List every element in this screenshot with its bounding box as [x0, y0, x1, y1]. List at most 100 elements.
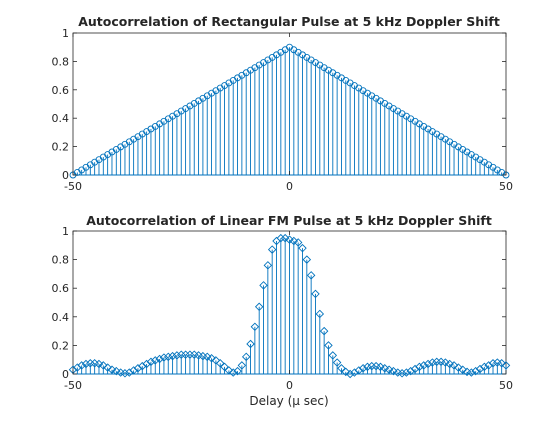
data-point-marker	[289, 236, 299, 246]
x-axis-label: Delay (μ sec)	[249, 394, 328, 408]
data-point-marker	[133, 364, 143, 373]
data-point-marker	[155, 354, 164, 364]
data-point-marker	[454, 363, 463, 372]
data-point-marker	[497, 359, 506, 368]
data-point-marker	[237, 361, 247, 370]
axes-rectangular-pulse: Autocorrelation of Rectangular Pulse at …	[52, 14, 514, 193]
data-point-marker	[138, 361, 147, 371]
data-point-marker	[77, 361, 86, 370]
x-tick-label: -50	[64, 379, 82, 392]
y-tick-label: 0.2	[52, 141, 70, 154]
data-point-marker	[164, 352, 173, 362]
y-tick-label: 0	[62, 368, 69, 381]
data-point-marker	[328, 351, 338, 360]
data-point-marker	[384, 365, 394, 374]
data-point-marker	[475, 364, 485, 374]
data-point-marker	[172, 351, 182, 360]
data-point-marker	[81, 359, 91, 369]
data-point-marker	[207, 354, 216, 363]
data-point-marker	[380, 364, 389, 373]
data-point-marker	[125, 368, 134, 377]
data-point-marker	[142, 359, 151, 369]
data-point-marker	[350, 368, 359, 377]
data-point-marker	[151, 356, 160, 365]
stem-lines	[76, 47, 503, 175]
data-point-marker	[341, 367, 351, 377]
data-point-marker	[428, 358, 437, 367]
data-point-marker	[211, 356, 221, 365]
data-point-marker	[319, 326, 329, 336]
data-point-marker	[376, 362, 385, 372]
data-point-marker	[306, 271, 316, 280]
x-tick-label: 50	[499, 180, 513, 193]
plot-title: Autocorrelation of Linear FM Pulse at 5 …	[86, 213, 492, 228]
data-point-marker	[332, 358, 342, 367]
data-point-marker	[112, 366, 121, 376]
data-point-marker	[423, 359, 433, 369]
data-point-marker	[250, 322, 260, 332]
data-point-marker	[159, 353, 169, 362]
axes-linear-fm-pulse: Autocorrelation of Linear FM Pulse at 5 …	[52, 213, 514, 408]
data-point-marker	[389, 366, 398, 376]
data-point-marker	[285, 235, 294, 244]
data-point-marker	[254, 302, 264, 312]
data-point-marker	[263, 261, 273, 270]
x-tick-label: 50	[499, 379, 513, 392]
data-point-marker	[324, 341, 333, 350]
data-point-marker	[501, 361, 511, 370]
data-point-marker	[120, 369, 130, 378]
data-point-marker	[410, 364, 420, 374]
data-point-marker	[458, 365, 467, 374]
data-point-marker	[415, 362, 424, 372]
data-point-marker	[345, 369, 355, 379]
data-point-marker	[146, 357, 156, 367]
data-point-marker	[315, 309, 325, 319]
data-point-marker	[480, 362, 489, 372]
data-point-marker	[445, 359, 454, 369]
y-tick-label: 0	[62, 169, 69, 182]
data-point-marker	[419, 361, 428, 370]
data-point-marker	[484, 361, 493, 370]
data-point-marker	[168, 351, 177, 361]
data-point-marker	[241, 352, 251, 362]
data-point-marker	[73, 363, 82, 372]
data-point-marker	[467, 368, 476, 377]
data-point-marker	[363, 362, 372, 372]
data-point-marker	[259, 281, 268, 290]
stem-lines	[72, 238, 507, 374]
data-point-marker	[311, 289, 320, 299]
data-point-marker	[228, 368, 238, 377]
data-point-marker	[215, 359, 225, 368]
data-point-marker	[449, 361, 459, 370]
data-point-marker	[488, 359, 498, 368]
stem-markers	[69, 43, 510, 179]
data-point-marker	[358, 364, 368, 373]
data-point-marker	[302, 255, 312, 264]
y-tick-label: 0.6	[52, 84, 70, 97]
data-point-marker	[406, 366, 415, 376]
data-point-marker	[233, 366, 242, 376]
data-point-marker	[397, 369, 407, 378]
plot-title: Autocorrelation of Rectangular Pulse at …	[78, 14, 500, 29]
data-point-marker	[99, 361, 108, 370]
x-tick-label: 0	[286, 180, 293, 193]
x-tick-label: 0	[286, 379, 293, 392]
x-tick-label: -50	[64, 180, 82, 193]
y-tick-label: 0.2	[52, 339, 70, 352]
data-point-marker	[103, 363, 112, 372]
data-point-marker	[246, 339, 255, 349]
data-point-marker	[280, 233, 290, 243]
data-point-marker	[202, 352, 212, 362]
y-tick-label: 0.6	[52, 282, 70, 295]
y-tick-label: 1	[62, 27, 69, 40]
data-point-marker	[293, 238, 303, 247]
stem-markers	[68, 233, 511, 379]
y-tick-label: 1	[62, 225, 69, 238]
data-point-marker	[441, 358, 450, 367]
data-point-marker	[267, 245, 277, 254]
y-tick-label: 0.4	[52, 311, 70, 324]
data-point-marker	[107, 365, 117, 374]
data-point-marker	[94, 359, 104, 369]
